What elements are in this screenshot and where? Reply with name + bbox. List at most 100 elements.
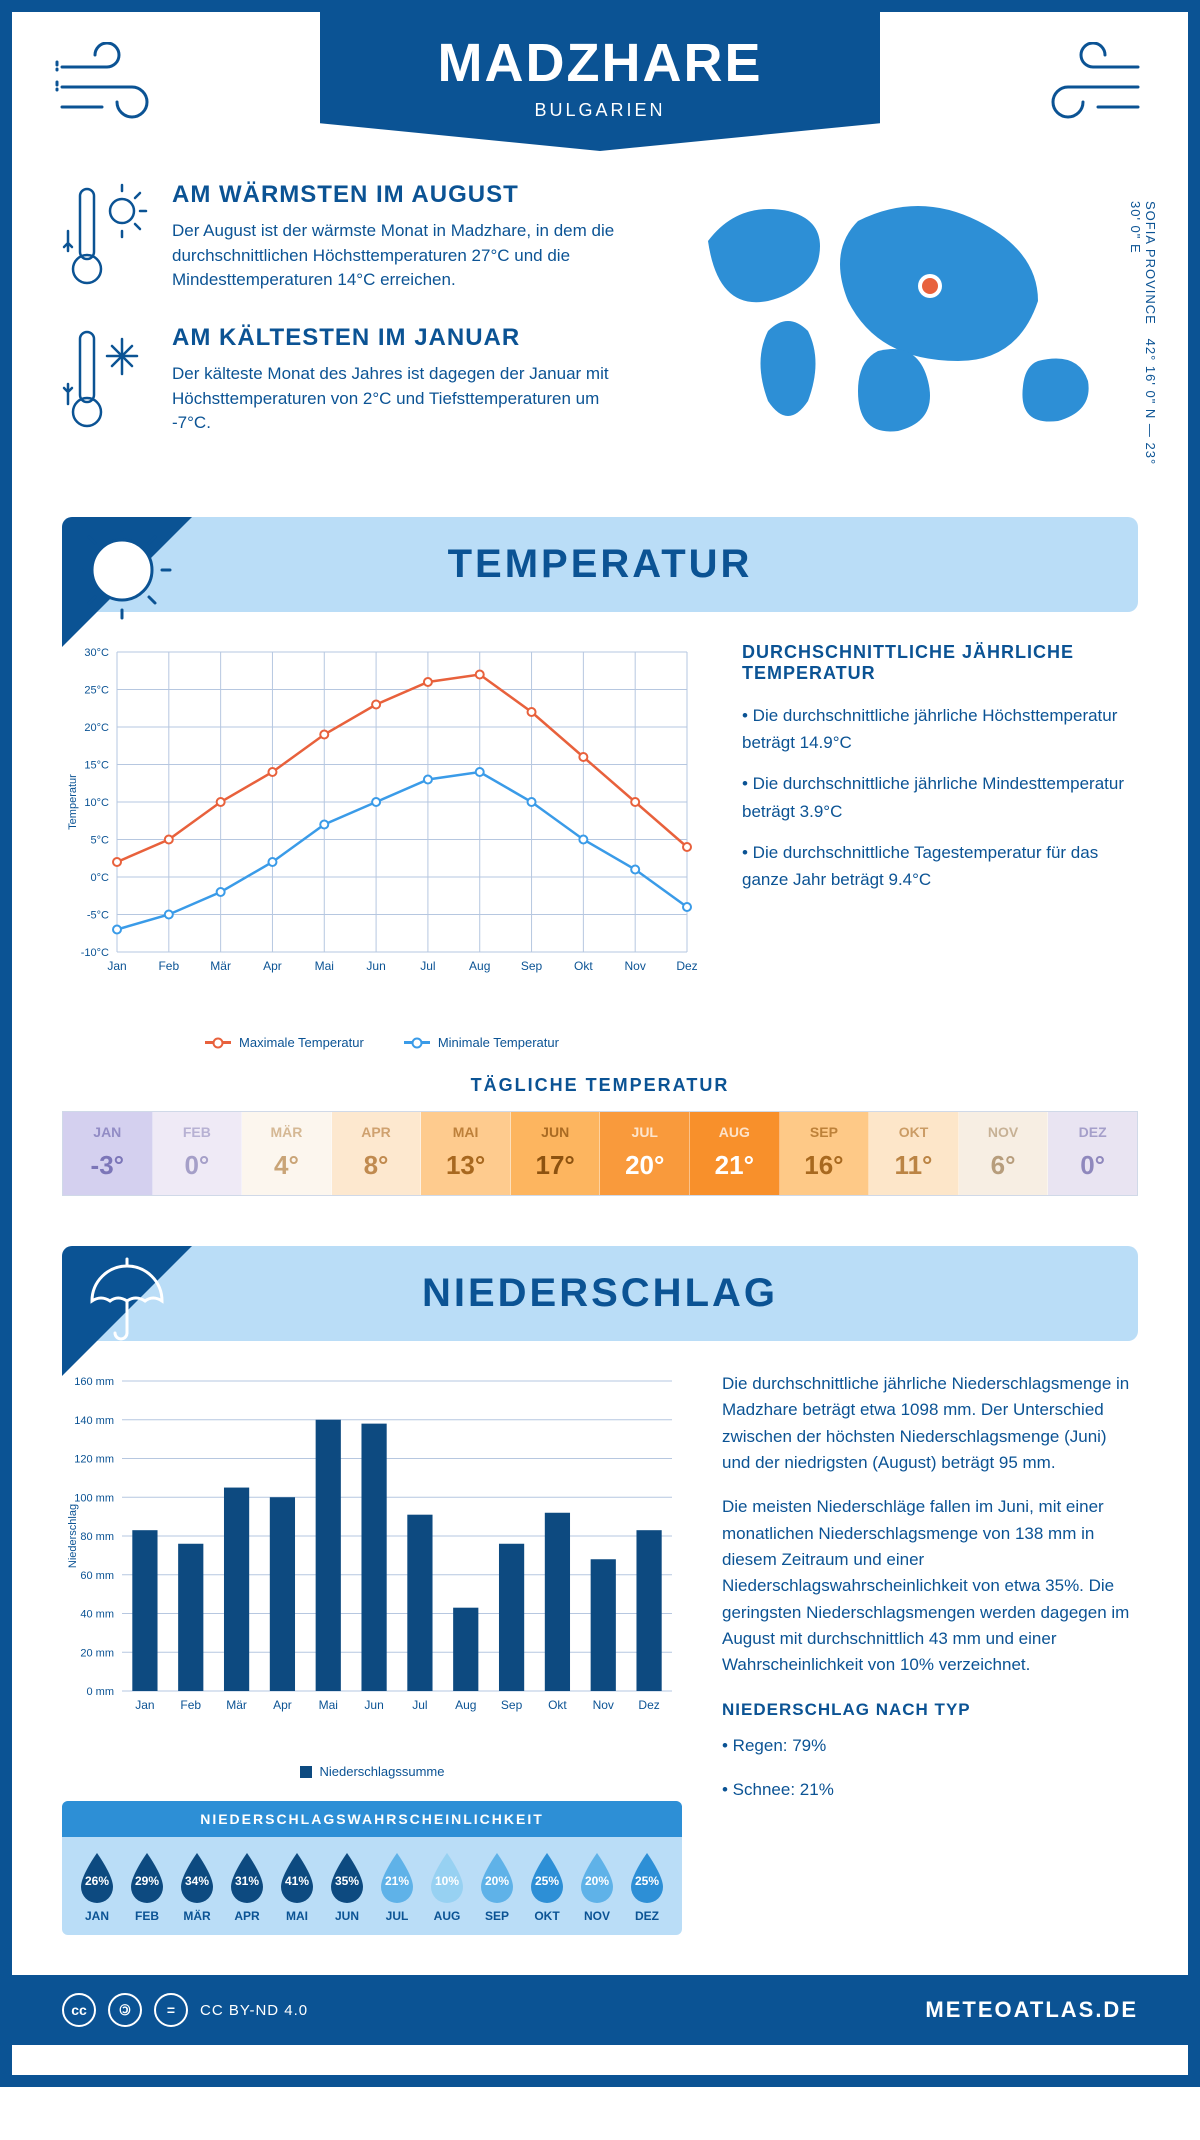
daily-cell: FEB0° xyxy=(153,1112,243,1195)
infographic-container: MADZHARE BULGARIEN xyxy=(0,0,1200,2087)
precip-type-heading: NIEDERSCHLAG NACH TYP xyxy=(722,1697,1138,1723)
probability-cell: 26%JAN xyxy=(72,1851,122,1923)
coordinates: SOFIA PROVINCE 42° 16' 0" N — 23° 30' 0"… xyxy=(1128,201,1158,467)
country-subtitle: BULGARIEN xyxy=(320,100,880,121)
svg-text:160 mm: 160 mm xyxy=(74,1376,114,1388)
svg-text:40 mm: 40 mm xyxy=(80,1609,114,1621)
svg-text:Jun: Jun xyxy=(366,959,385,973)
svg-text:120 mm: 120 mm xyxy=(74,1454,114,1466)
precip-legend: Niederschlagssumme xyxy=(62,1764,682,1779)
svg-text:Dez: Dez xyxy=(638,1698,659,1712)
svg-text:Mai: Mai xyxy=(315,959,334,973)
nd-icon: = xyxy=(154,1993,188,2027)
svg-text:Mär: Mär xyxy=(210,959,231,973)
svg-text:Jul: Jul xyxy=(420,959,435,973)
svg-text:Temperatur: Temperatur xyxy=(67,774,79,830)
temperature-content: -10°C-5°C0°C5°C10°C15°C20°C25°C30°CJanFe… xyxy=(12,642,1188,1050)
svg-text:20 mm: 20 mm xyxy=(80,1647,114,1659)
probability-cell: 20%SEP xyxy=(472,1851,522,1923)
daily-cell: MÄR4° xyxy=(242,1112,332,1195)
temperature-section-head: TEMPERATUR xyxy=(62,517,1138,612)
precip-chart: 0 mm 20 mm 40 mm 60 mm 80 mm 100 mm 120 mm 140 … xyxy=(62,1371,682,1935)
temp-text-heading: DURCHSCHNITTLICHE JÄHRLICHE TEMPERATUR xyxy=(742,642,1138,684)
svg-text:Jan: Jan xyxy=(135,1698,154,1712)
world-map-icon xyxy=(678,181,1138,466)
probability-cell: 34%MÄR xyxy=(172,1851,222,1923)
umbrella-icon xyxy=(77,1251,177,1351)
warmest-title: AM WÄRMSTEN IM AUGUST xyxy=(172,181,638,209)
daily-cell: SEP16° xyxy=(780,1112,870,1195)
precip-content: 0 mm 20 mm 40 mm 60 mm 80 mm 100 mm 120 mm 140 … xyxy=(12,1371,1188,1935)
temperature-legend: Maximale Temperatur Minimale Temperatur xyxy=(62,1035,702,1050)
svg-text:Aug: Aug xyxy=(469,959,490,973)
facts-column: AM WÄRMSTEN IM AUGUST Der August ist der… xyxy=(62,181,638,467)
by-icon: 🄯 xyxy=(108,1993,142,2027)
svg-text:5°C: 5°C xyxy=(91,835,110,847)
probability-heading: NIEDERSCHLAGSWAHRSCHEINLICHKEIT xyxy=(62,1801,682,1837)
coldest-fact: AM KÄLTESTEN IM JANUAR Der kälteste Mona… xyxy=(62,324,638,439)
svg-text:100 mm: 100 mm xyxy=(74,1492,114,1504)
probability-cell: 10%AUG xyxy=(422,1851,472,1923)
city-title: MADZHARE xyxy=(320,32,880,94)
svg-text:80 mm: 80 mm xyxy=(80,1531,114,1543)
svg-text:Sep: Sep xyxy=(521,959,543,973)
probability-cell: 25%DEZ xyxy=(622,1851,672,1923)
svg-text:Niederschlag: Niederschlag xyxy=(67,1504,79,1568)
svg-text:140 mm: 140 mm xyxy=(74,1415,114,1427)
daily-temp-title: TÄGLICHE TEMPERATUR xyxy=(12,1075,1188,1096)
svg-text:10°C: 10°C xyxy=(84,797,109,809)
daily-cell: APR8° xyxy=(332,1112,422,1195)
daily-cell: JUN17° xyxy=(511,1112,601,1195)
probability-cell: 35%JUN xyxy=(322,1851,372,1923)
svg-text:Apr: Apr xyxy=(273,1698,292,1712)
svg-text:20°C: 20°C xyxy=(84,722,109,734)
daily-cell: MAI13° xyxy=(421,1112,511,1195)
title-banner: MADZHARE BULGARIEN xyxy=(320,12,880,151)
daily-cell: JAN-3° xyxy=(63,1112,153,1195)
svg-text:0 mm: 0 mm xyxy=(87,1686,115,1698)
svg-text:Nov: Nov xyxy=(625,959,646,973)
svg-text:30°C: 30°C xyxy=(84,647,109,659)
precip-section-head: NIEDERSCHLAG xyxy=(62,1246,1138,1341)
warmest-fact: AM WÄRMSTEN IM AUGUST Der August ist der… xyxy=(62,181,638,296)
precip-summary: Die durchschnittliche jährliche Niedersc… xyxy=(722,1371,1138,1935)
temperature-chart: -10°C-5°C0°C5°C10°C15°C20°C25°C30°CJanFe… xyxy=(62,642,702,1050)
svg-text:15°C: 15°C xyxy=(84,760,109,772)
svg-text:Nov: Nov xyxy=(593,1698,614,1712)
svg-text:Apr: Apr xyxy=(263,959,282,973)
cc-icon: cc xyxy=(62,1993,96,2027)
thermometer-hot-icon xyxy=(62,181,152,296)
license: cc 🄯 = CC BY-ND 4.0 xyxy=(62,1993,308,2027)
temperature-heading: TEMPERATUR xyxy=(62,542,1138,587)
temp-bullet: • Die durchschnittliche jährliche Höchst… xyxy=(742,702,1138,756)
wind-icon-right xyxy=(1028,42,1148,137)
intro-section: AM WÄRMSTEN IM AUGUST Der August ist der… xyxy=(12,161,1188,497)
svg-text:-10°C: -10°C xyxy=(81,947,109,959)
probability-cell: 25%OKT xyxy=(522,1851,572,1923)
svg-text:Jul: Jul xyxy=(412,1698,427,1712)
temp-bullet: • Die durchschnittliche jährliche Mindes… xyxy=(742,770,1138,824)
daily-temperature-grid: JAN-3°FEB0°MÄR4°APR8°MAI13°JUN17°JUL20°A… xyxy=(62,1111,1138,1196)
temperature-summary: DURCHSCHNITTLICHE JÄHRLICHE TEMPERATUR •… xyxy=(742,642,1138,1050)
daily-cell: AUG21° xyxy=(690,1112,780,1195)
svg-text:-5°C: -5°C xyxy=(87,910,109,922)
probability-cell: 21%JUL xyxy=(372,1851,422,1923)
svg-text:Feb: Feb xyxy=(180,1698,201,1712)
precip-heading: NIEDERSCHLAG xyxy=(62,1271,1138,1316)
svg-text:Mai: Mai xyxy=(319,1698,338,1712)
header: MADZHARE BULGARIEN xyxy=(12,12,1188,161)
brand: METEOATLAS.DE xyxy=(925,1997,1138,2023)
warmest-body: Der August ist der wärmste Monat in Madz… xyxy=(172,219,638,293)
svg-text:60 mm: 60 mm xyxy=(80,1570,114,1582)
temp-bullet: • Die durchschnittliche Tagestemperatur … xyxy=(742,839,1138,893)
wind-icon-left xyxy=(52,42,172,137)
svg-text:Jun: Jun xyxy=(364,1698,383,1712)
sun-icon xyxy=(77,522,177,622)
footer: cc 🄯 = CC BY-ND 4.0 METEOATLAS.DE xyxy=(12,1975,1188,2045)
daily-cell: DEZ0° xyxy=(1048,1112,1137,1195)
precip-p1: Die durchschnittliche jährliche Niedersc… xyxy=(722,1371,1138,1476)
probability-cell: 31%APR xyxy=(222,1851,272,1923)
world-map-box: SOFIA PROVINCE 42° 16' 0" N — 23° 30' 0"… xyxy=(678,181,1138,467)
daily-cell: NOV6° xyxy=(959,1112,1049,1195)
precip-p2: Die meisten Niederschläge fallen im Juni… xyxy=(722,1494,1138,1678)
